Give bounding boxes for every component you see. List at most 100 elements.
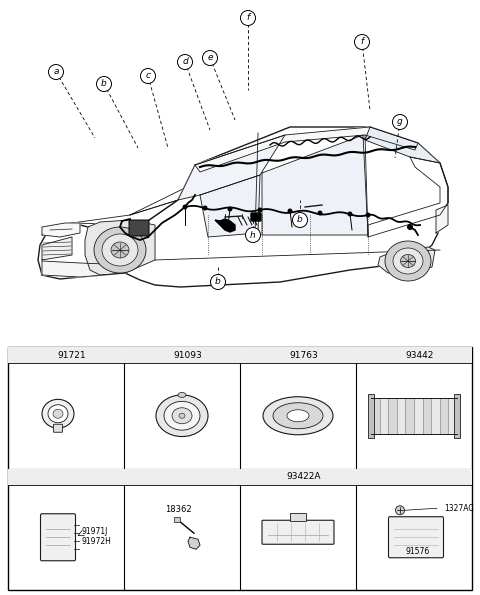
Bar (356, 347, 472, 363)
Text: b: b (215, 277, 221, 287)
Ellipse shape (156, 395, 208, 437)
Ellipse shape (178, 393, 186, 397)
Ellipse shape (263, 397, 333, 435)
Text: 91971J: 91971J (82, 527, 108, 536)
Ellipse shape (164, 402, 200, 430)
Polygon shape (42, 237, 72, 260)
Bar (290, 513, 306, 521)
FancyBboxPatch shape (129, 220, 149, 236)
Ellipse shape (273, 403, 323, 429)
Polygon shape (200, 175, 260, 237)
Bar (240, 468, 356, 484)
Circle shape (228, 206, 232, 211)
Text: c: c (145, 71, 151, 80)
Bar (356, 468, 472, 484)
Circle shape (245, 227, 261, 243)
Bar (440, 397, 448, 434)
Bar (454, 394, 460, 438)
Circle shape (365, 212, 371, 218)
Bar (8, 468, 124, 484)
Bar (8, 347, 124, 363)
Text: 18362: 18362 (165, 505, 192, 513)
FancyBboxPatch shape (53, 424, 62, 432)
Text: d: d (182, 58, 188, 67)
Text: b: b (101, 80, 107, 89)
Circle shape (141, 68, 156, 83)
Circle shape (182, 205, 188, 209)
Bar (8, 347, 472, 590)
Text: 93442: 93442 (406, 350, 434, 359)
Text: d: d (362, 472, 368, 481)
Ellipse shape (287, 410, 309, 422)
Polygon shape (436, 205, 448, 233)
Ellipse shape (400, 255, 416, 268)
Bar (380, 397, 388, 434)
Circle shape (348, 211, 352, 217)
Text: f: f (246, 14, 250, 23)
Bar (422, 397, 431, 434)
Ellipse shape (42, 399, 74, 428)
Ellipse shape (172, 408, 192, 424)
Text: b: b (297, 215, 303, 224)
Text: g: g (397, 117, 403, 127)
Bar (406, 397, 414, 434)
Bar (124, 468, 240, 484)
Circle shape (128, 471, 139, 482)
Polygon shape (42, 223, 80, 237)
Polygon shape (262, 135, 368, 235)
Circle shape (203, 51, 217, 65)
Circle shape (292, 212, 308, 227)
Circle shape (96, 77, 111, 92)
Text: c: c (247, 472, 252, 481)
Ellipse shape (111, 242, 129, 258)
Bar (414, 397, 422, 434)
FancyBboxPatch shape (262, 520, 334, 544)
Bar (371, 397, 380, 434)
Polygon shape (378, 247, 435, 273)
Text: e: e (14, 350, 20, 359)
FancyBboxPatch shape (40, 513, 75, 560)
Polygon shape (178, 135, 285, 200)
Text: a: a (53, 67, 59, 77)
Text: 91972H: 91972H (82, 537, 112, 546)
Text: h: h (362, 350, 368, 359)
Circle shape (178, 55, 192, 70)
Circle shape (257, 208, 263, 212)
Bar (368, 394, 374, 438)
Text: a: a (14, 472, 20, 481)
Bar (174, 517, 180, 522)
Ellipse shape (53, 409, 63, 418)
Bar (124, 347, 240, 363)
Circle shape (288, 208, 292, 214)
Text: f: f (360, 37, 363, 46)
Bar (240, 347, 356, 363)
Bar (388, 397, 397, 434)
Circle shape (12, 349, 23, 361)
Polygon shape (188, 537, 200, 549)
Ellipse shape (385, 241, 431, 281)
Polygon shape (42, 261, 130, 277)
Circle shape (12, 471, 23, 482)
Text: e: e (207, 54, 213, 62)
Circle shape (355, 35, 370, 49)
Circle shape (360, 349, 371, 361)
Circle shape (240, 11, 255, 26)
Circle shape (393, 114, 408, 130)
Bar (448, 397, 457, 434)
Ellipse shape (393, 248, 423, 274)
Text: h: h (250, 230, 256, 240)
Text: g: g (246, 350, 252, 359)
Text: 91721: 91721 (58, 350, 86, 359)
Text: 93422A: 93422A (287, 472, 321, 481)
Ellipse shape (179, 414, 185, 418)
Ellipse shape (48, 405, 68, 423)
FancyBboxPatch shape (251, 213, 261, 221)
Circle shape (128, 349, 139, 361)
Text: f: f (132, 350, 134, 359)
Text: 1327AC: 1327AC (444, 504, 474, 513)
Ellipse shape (94, 227, 146, 273)
Circle shape (360, 471, 371, 482)
FancyBboxPatch shape (388, 516, 444, 558)
Circle shape (203, 205, 207, 211)
Circle shape (243, 349, 254, 361)
